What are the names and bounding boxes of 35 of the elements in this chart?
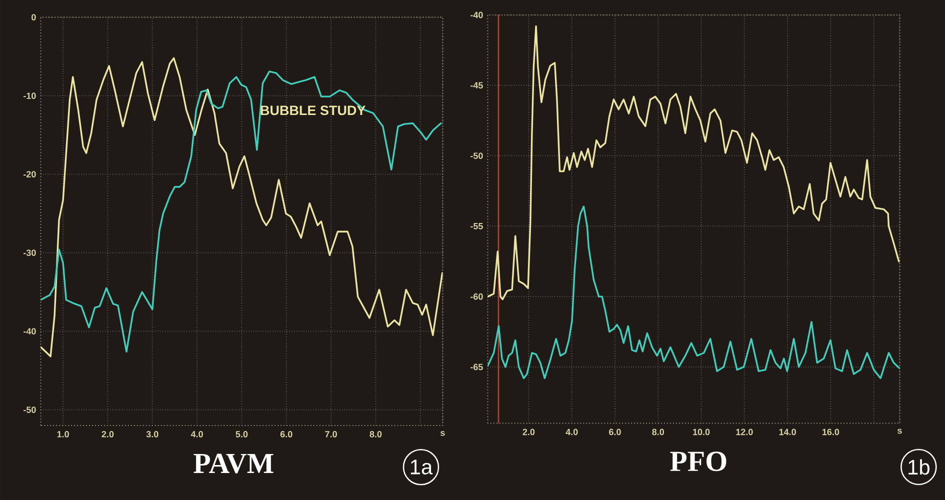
y-tick-label: -10 xyxy=(24,92,36,99)
y-tick-label: -65 xyxy=(470,364,483,370)
x-tick-label: 14.0 xyxy=(779,428,796,436)
x-tick-label: 1.0 xyxy=(57,431,69,438)
x-tick-label: 16.0 xyxy=(822,428,840,436)
y-tick-label: -55 xyxy=(470,223,483,230)
y-tick-label: -50 xyxy=(24,406,36,413)
x-tick-label: 7.0 xyxy=(325,431,337,438)
x-tick-label: 4.0 xyxy=(190,431,203,438)
y-tick-label: -30 xyxy=(24,250,36,256)
y-tick-label: -40 xyxy=(24,328,36,334)
x-tick-label: 2.0 xyxy=(522,428,535,436)
y-tick-label: -60 xyxy=(470,293,483,300)
x-tick-label: s xyxy=(898,428,902,434)
y-tick-label: -20 xyxy=(24,171,36,178)
y-tick-label: -50 xyxy=(470,152,483,159)
y-tick-label: 0 xyxy=(32,14,36,20)
x-tick-label: 6.0 xyxy=(280,431,292,438)
x-tick-label: 6.0 xyxy=(609,428,621,436)
y-tick-label: -40 xyxy=(470,12,483,18)
text: 1a xyxy=(410,460,433,474)
x-tick-label: s xyxy=(440,431,445,436)
text: PAVM xyxy=(194,454,274,474)
x-tick-label: 5.0 xyxy=(236,431,248,438)
y-tick-label: -45 xyxy=(470,82,483,89)
text: 1b xyxy=(908,459,930,475)
x-tick-label: 3.0 xyxy=(146,431,158,438)
x-tick-label: 10.0 xyxy=(693,428,710,436)
x-tick-label: 2.0 xyxy=(102,431,114,438)
x-tick-label: 8.0 xyxy=(652,428,664,436)
line-series xyxy=(488,206,900,380)
x-tick-label: 8.0 xyxy=(370,431,382,438)
x-tick-label: 12.0 xyxy=(736,428,753,436)
x-tick-label: 4.0 xyxy=(566,428,578,436)
text: PFO xyxy=(670,452,726,472)
